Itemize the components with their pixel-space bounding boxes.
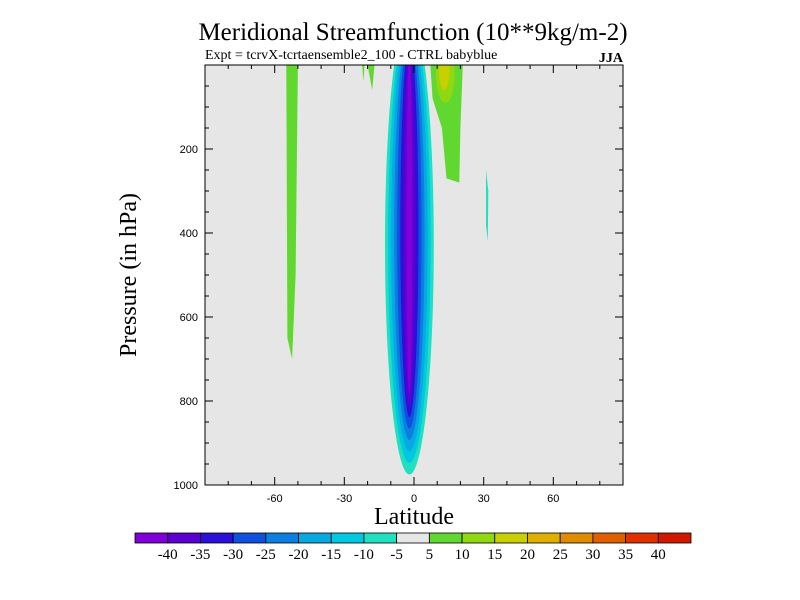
colorbar-swatch <box>461 532 496 544</box>
colorbar-label: -15 <box>321 547 341 563</box>
colorbar-swatch <box>428 532 463 544</box>
tropical-cell-level-8 <box>406 65 413 394</box>
colorbar-swatch <box>396 532 430 544</box>
colorbar-swatch <box>330 532 365 544</box>
y-axis-label: Pressure (in hPa) <box>116 193 142 357</box>
weak-negative-sliver <box>486 170 489 242</box>
small-positive-patch <box>367 65 375 91</box>
colorbar-swatch <box>200 532 234 544</box>
colorbar-swatch <box>232 532 267 544</box>
colorbar-swatch <box>363 532 398 544</box>
colorbar-swatch <box>527 532 561 544</box>
colorbar-label: 20 <box>520 547 535 563</box>
y-tick-label: 600 <box>180 312 198 324</box>
colorbar-swatch <box>167 532 201 544</box>
colorbar-label: 30 <box>585 547 600 563</box>
colorbar-swatch <box>559 532 594 544</box>
upper-positive-sliver <box>362 65 365 82</box>
colorbar-label: -35 <box>190 547 210 563</box>
chart-subtitle: Expt = tcrvX-tcrtaensemble2_100 - CTRL b… <box>205 48 497 63</box>
x-tick-label: 60 <box>547 493 559 505</box>
x-axis-label: Latitude <box>374 504 454 530</box>
colorbar-swatch <box>494 532 528 544</box>
x-axis-ticks: -60 -30 0 30 60 <box>204 65 624 505</box>
colorbar-label: 10 <box>455 547 470 563</box>
upper-positive-cell <box>430 65 463 183</box>
colorbar: -40 -35 -30 -25 -20 -15 -10 -5 5 10 15 20 25 30 35 40 <box>134 532 692 563</box>
colorbar-swatch <box>592 532 626 544</box>
colorbar-label: -40 <box>158 547 178 563</box>
season-label: JJA <box>599 51 624 66</box>
y-tick-label: 800 <box>180 396 198 408</box>
colorbar-label: -30 <box>223 547 243 563</box>
y-axis-ticks: 200 400 600 800 1000 <box>174 64 623 492</box>
southern-positive-band <box>286 65 298 359</box>
colorbar-swatch <box>134 532 169 544</box>
colorbar-label: -25 <box>256 547 276 563</box>
y-tick-label: 200 <box>180 144 198 156</box>
colorbar-swatch <box>657 532 692 544</box>
colorbar-label: -10 <box>354 547 374 563</box>
colorbar-label: 5 <box>426 547 434 563</box>
contour-field <box>286 65 489 475</box>
x-tick-label: -30 <box>336 493 352 505</box>
colorbar-swatch <box>625 532 659 544</box>
colorbar-label: 15 <box>487 547 502 563</box>
x-tick-label: 0 <box>411 493 417 505</box>
chart-title: Meridional Streamfunction (10**9kg/m-2) <box>198 19 627 46</box>
x-tick-label: -60 <box>267 493 283 505</box>
colorbar-label: 35 <box>618 547 633 563</box>
colorbar-swatch <box>298 532 332 544</box>
colorbar-label: 25 <box>553 547 568 563</box>
y-tick-label: 400 <box>180 228 198 240</box>
upper-positive-core-2 <box>438 65 450 91</box>
colorbar-swatch <box>265 532 299 544</box>
colorbar-label: -20 <box>289 547 309 563</box>
y-tick-label: 1000 <box>174 480 198 492</box>
colorbar-label: -5 <box>390 547 403 563</box>
x-tick-label: 30 <box>478 493 490 505</box>
colorbar-label: 40 <box>651 547 666 563</box>
